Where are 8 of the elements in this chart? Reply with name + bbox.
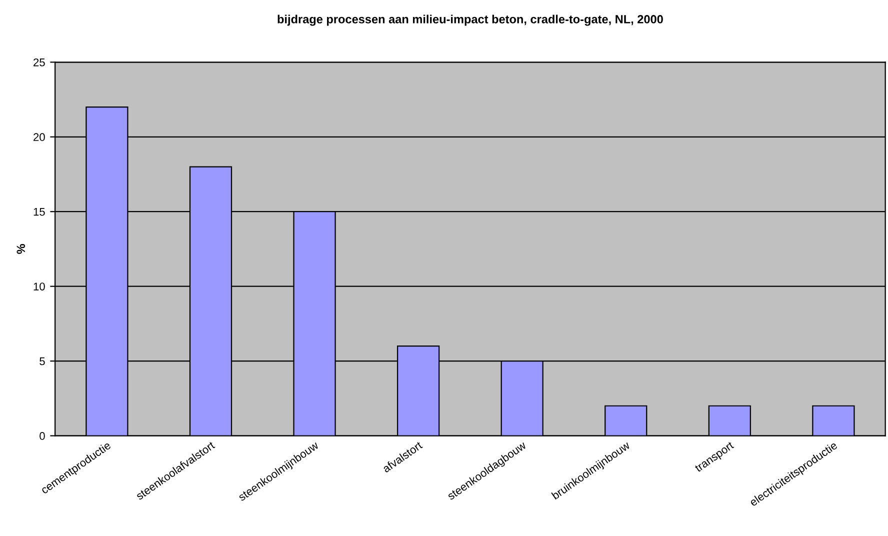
y-tick-label: 20	[34, 133, 45, 142]
y-tick-label: 15	[34, 208, 45, 216]
y-tick-label: 5	[40, 357, 45, 366]
chart-title: bijdrage processen aan milieu-impact beton, cradle-to-gate, NL, 2000	[278, 14, 663, 26]
y-axis-title: %	[16, 244, 26, 254]
y-tick-label: 25	[34, 58, 45, 66]
y-tick-label: 0	[40, 432, 45, 440]
y-tick-label: 10	[34, 282, 45, 290]
